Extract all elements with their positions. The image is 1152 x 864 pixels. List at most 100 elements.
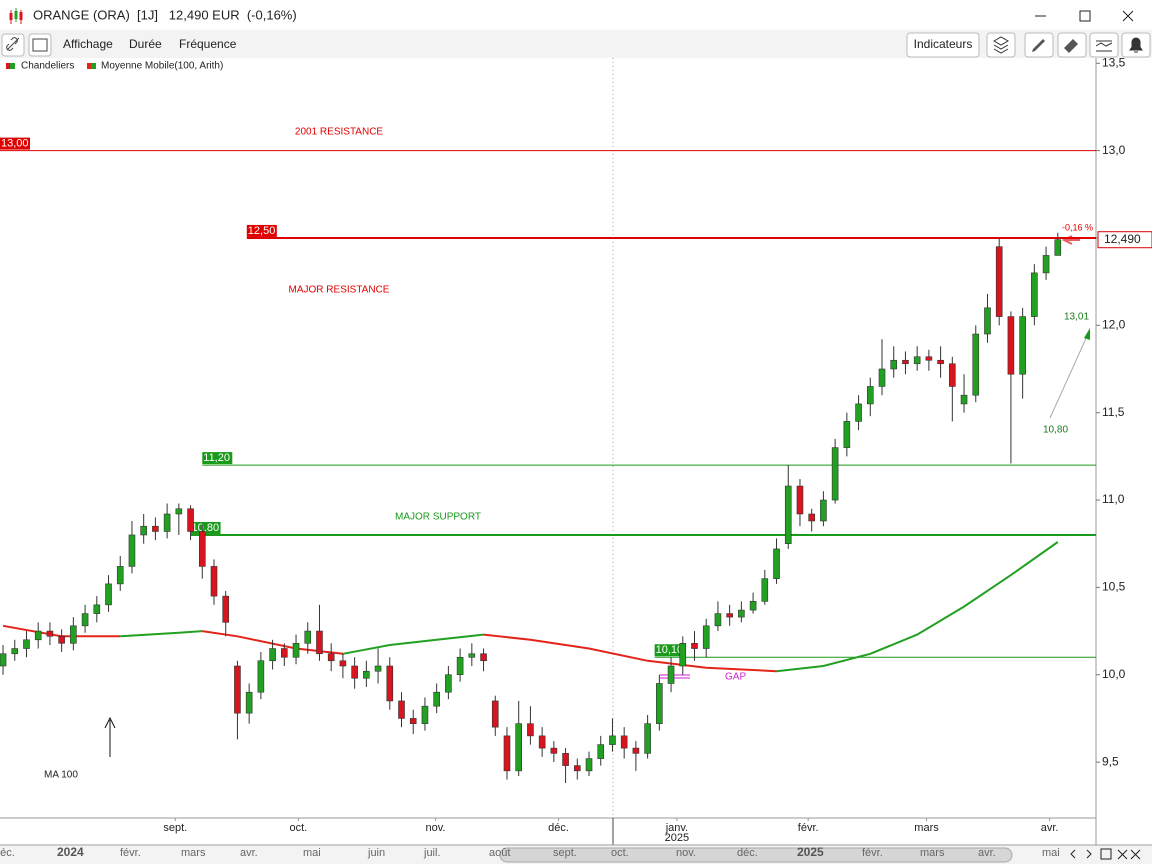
candle-body (304, 630, 312, 644)
candle-body (34, 630, 42, 641)
navigator-label: nov. (676, 847, 696, 859)
indicators-label[interactable]: Indicateurs (914, 37, 973, 51)
legend-entry: Moyenne Mobile(100, Arith) (101, 61, 223, 72)
indicators-button[interactable] (906, 32, 980, 58)
candle-body (890, 359, 898, 370)
level-label-box (0, 137, 30, 150)
x-tick-label: févr. (798, 822, 819, 834)
ma-note: MA 100 (44, 770, 78, 781)
navigator-label: mars (920, 847, 945, 859)
y-tick-label: 12,0 (1102, 317, 1126, 331)
candle-body (515, 723, 523, 772)
candle-body (456, 656, 464, 676)
level-label: 13,00 (1, 138, 29, 150)
candle-body (0, 653, 7, 667)
navigator-label: mai (303, 847, 321, 859)
candle-body (972, 333, 980, 396)
candle-body (187, 508, 194, 532)
scroll-left[interactable] (1070, 849, 1076, 859)
eraser-icon (1064, 39, 1078, 53)
candle-body (480, 653, 487, 662)
candle-body (327, 653, 335, 662)
moving-average (120, 630, 203, 638)
candle-body (585, 758, 593, 772)
candle-body (281, 648, 288, 658)
candle-body (632, 747, 640, 754)
candle-body (702, 625, 710, 649)
candle-body (210, 566, 218, 597)
candle-body (820, 499, 827, 522)
candle-body (152, 525, 159, 532)
projection-arrow (1084, 328, 1090, 340)
candle-body (503, 735, 511, 772)
legend-icon (87, 63, 91, 69)
x-tick-label: avr. (1041, 822, 1059, 834)
level-label-box (190, 521, 221, 534)
expand-button[interactable] (1117, 849, 1141, 860)
legend-icon (10, 63, 15, 69)
moving-average (342, 633, 484, 655)
menu-item[interactable]: Durée (129, 37, 162, 51)
x-tick-label: janv. (665, 822, 688, 834)
candle-body (691, 642, 698, 649)
gap-label: GAP (725, 672, 746, 683)
candle-body (773, 548, 780, 579)
x-tick-label: mars (914, 822, 939, 834)
candle-body (339, 660, 347, 667)
candle-body (81, 613, 89, 627)
projection-end: 13,01 (1064, 312, 1089, 323)
alert-icon (1129, 37, 1143, 53)
link-icon (6, 37, 20, 51)
y-tick-label: 11,0 (1102, 492, 1125, 506)
fit-button[interactable] (1100, 848, 1112, 860)
candle-body (562, 753, 569, 766)
level-label-box (202, 452, 233, 465)
moving-average (776, 541, 1059, 673)
navigator-label: mai (1042, 847, 1060, 859)
candle-body (925, 356, 933, 361)
candle-body (58, 635, 65, 644)
y-tick-label: 9,5 (1102, 754, 1119, 768)
candle-body (878, 368, 886, 387)
candle-body (433, 691, 440, 707)
maximize-button[interactable] (1079, 10, 1091, 22)
candle-body (105, 583, 112, 606)
candle-body (292, 642, 300, 658)
level-label: 10,80 (192, 522, 220, 534)
menu-item[interactable]: Fréquence (179, 37, 237, 51)
candle-body (491, 700, 499, 728)
navigator-label: 2025 (797, 845, 824, 859)
candle-body (128, 534, 136, 567)
candle-body (316, 630, 323, 655)
candle-body (913, 356, 921, 365)
candle-body (1019, 316, 1026, 375)
candle-body (245, 691, 253, 714)
window-button[interactable] (28, 33, 52, 57)
x-year-label: 2025 (665, 832, 689, 844)
menu-item[interactable]: Affichage (63, 37, 113, 51)
level-text: 2001 RESISTANCE (295, 127, 384, 138)
candle-body (527, 723, 534, 737)
candle-body (257, 660, 265, 693)
lines-icon (1095, 40, 1113, 52)
navigator-thumb[interactable] (499, 847, 1013, 863)
candle-body (902, 359, 909, 365)
window-icon (32, 38, 48, 52)
close-button[interactable] (1122, 10, 1134, 22)
candle-body (984, 307, 991, 335)
navigator-label: avr. (240, 847, 258, 859)
link-button[interactable] (1, 33, 25, 57)
pen-icon (1032, 39, 1045, 52)
x-tick-label: sept. (163, 822, 187, 834)
y-tick-label: 13,5 (1102, 55, 1126, 69)
candle-body (46, 630, 54, 637)
candle-body (445, 674, 452, 693)
candle-body (667, 665, 675, 684)
ma-arrow (104, 716, 116, 757)
candle-body (749, 601, 757, 611)
candle-body (116, 566, 124, 585)
candle-body (1031, 272, 1038, 317)
scroll-right[interactable] (1086, 849, 1092, 859)
y-tick-label: 11,5 (1102, 405, 1125, 419)
